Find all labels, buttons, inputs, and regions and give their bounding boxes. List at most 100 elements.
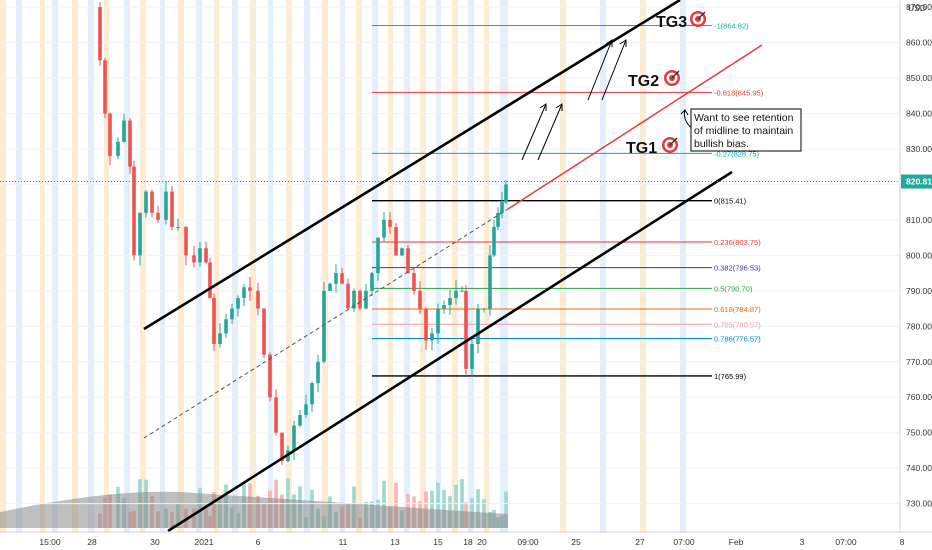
x-tick-label: 18	[463, 537, 473, 547]
candle-body	[496, 212, 500, 227]
fib-level-label: 0(815.41)	[714, 197, 747, 206]
candle-body	[274, 397, 278, 433]
target-label: TG3	[656, 14, 687, 31]
session-band	[52, 0, 58, 532]
channel-lower-line[interactable]	[167, 170, 733, 533]
volume-bar	[454, 484, 458, 528]
candle-body	[352, 290, 356, 309]
candle-body	[144, 191, 148, 213]
candle-body	[198, 248, 202, 263]
arrow-tg2-b	[601, 39, 627, 101]
candle-body	[280, 432, 284, 462]
last-price-value: 820.81	[906, 177, 932, 187]
candle-body	[492, 226, 496, 256]
target-icon	[690, 11, 706, 27]
arrow-tg1-a	[521, 103, 547, 161]
session-band	[232, 0, 238, 532]
annotation-line-1: Want to see retention	[694, 112, 794, 124]
candle-body	[176, 226, 180, 228]
session-band	[304, 0, 310, 532]
candlesticks[interactable]	[98, 1, 508, 465]
candle-body	[310, 383, 314, 405]
fibonacci-retracement[interactable]: -1(864.82) -0.618(845.95) -0.27(828.75) 0(8…	[372, 21, 764, 381]
candle-body	[358, 290, 362, 309]
candle-body	[170, 191, 174, 227]
session-band	[88, 0, 94, 532]
session-band	[452, 0, 458, 532]
session-shading	[0, 0, 686, 532]
candle-body	[424, 308, 428, 341]
candle-body	[430, 333, 434, 341]
session-band	[104, 0, 109, 532]
channel-midline-dashed[interactable]	[143, 208, 509, 439]
candle-body	[242, 287, 246, 298]
target-labels: TG3 TG2 TG1	[626, 11, 706, 157]
session-band	[484, 0, 489, 532]
candle-body	[218, 333, 222, 345]
x-tick-label: 20	[477, 537, 487, 547]
fib-level-label: 0.382(796.53)	[714, 264, 761, 273]
y-tick-label: 730.00	[906, 499, 932, 509]
y-tick-label: 870.00	[906, 2, 932, 12]
session-band	[196, 0, 202, 532]
session-band	[268, 0, 273, 532]
candle-body	[236, 297, 240, 309]
session-band	[124, 0, 130, 532]
x-tick-label: 28	[87, 537, 97, 547]
candle-body	[248, 287, 252, 291]
session-band	[372, 0, 378, 532]
arrow-tg2-a	[587, 39, 613, 101]
x-tick-label: Feb	[729, 537, 744, 547]
candle-body	[412, 273, 416, 291]
price-axis[interactable]: USD 730.00 740.00 750.00 760.00 770.00 780.00…	[899, 0, 932, 532]
session-band	[436, 0, 441, 532]
session-band	[140, 0, 146, 532]
candle-body	[448, 297, 452, 306]
y-tick-label: 740.00	[906, 463, 932, 473]
candle-body	[204, 248, 208, 263]
candle-body	[268, 354, 272, 398]
session-band	[600, 0, 606, 532]
candle-body	[184, 226, 188, 256]
annotation-box[interactable]: Want to see retention of midline to main…	[690, 108, 802, 152]
y-tick-label: 840.00	[906, 108, 932, 118]
candle-body	[292, 425, 296, 451]
channel-upper-line[interactable]	[143, 0, 681, 331]
channel-midline-projection[interactable]	[507, 44, 763, 210]
candle-body	[108, 113, 112, 157]
candle-body	[442, 305, 446, 309]
arrow-tg1-b	[537, 103, 563, 161]
candle-body	[482, 308, 486, 310]
candle-body	[156, 212, 160, 220]
volume-average-area	[0, 491, 508, 528]
trend-channel[interactable]	[143, 0, 763, 533]
candle-body	[388, 219, 392, 227]
session-band	[420, 0, 426, 532]
fib-level-label: 0.786(776.57)	[714, 334, 761, 343]
fib-level-label: 0.236(803.75)	[714, 238, 761, 247]
candle-body	[394, 226, 398, 256]
volume-bar	[382, 480, 386, 528]
candle-body	[460, 290, 464, 292]
arrow-tg2-b-head	[619, 39, 627, 47]
x-tick-label: 09:00	[517, 537, 539, 547]
candle-body	[138, 212, 142, 256]
x-tick-label: 30	[150, 537, 160, 547]
candle-body	[224, 319, 228, 334]
fib-level-label: -0.618(845.95)	[714, 88, 764, 97]
volume-bar	[436, 482, 440, 528]
x-tick-label: 8	[900, 537, 905, 547]
fib-level-label: 0.618(784.87)	[714, 305, 761, 314]
candle-body	[500, 202, 504, 213]
session-band	[16, 0, 22, 532]
y-tick-label: 860.00	[906, 38, 932, 48]
candle-body	[436, 308, 440, 334]
candle-body	[98, 7, 102, 61]
volume-bar	[442, 489, 446, 528]
time-axis[interactable]: 15:00 28 30 2021 6 11 13 15 18 20 09:00 25 27 07:00 Fe…	[0, 531, 932, 547]
session-band	[500, 0, 508, 532]
candle-body	[418, 290, 422, 309]
x-tick-label: 6	[256, 537, 261, 547]
candle-body	[230, 308, 234, 320]
